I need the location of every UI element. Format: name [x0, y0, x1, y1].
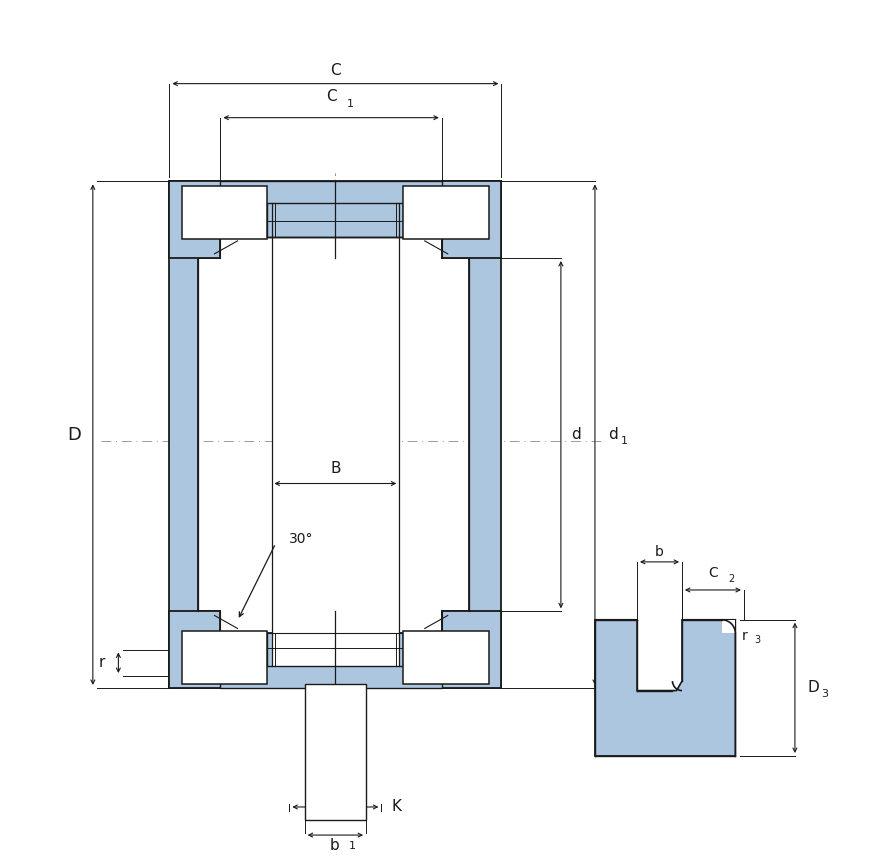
Text: 2: 2	[728, 574, 734, 584]
Text: d: d	[571, 427, 581, 442]
Text: C: C	[708, 566, 717, 580]
Bar	[182, 631, 267, 684]
Text: 1: 1	[621, 436, 628, 446]
Bar	[182, 186, 267, 239]
Text: 3: 3	[822, 689, 829, 699]
Text: 3: 3	[754, 636, 760, 645]
Polygon shape	[170, 181, 501, 258]
Text: C: C	[330, 63, 340, 77]
Polygon shape	[220, 181, 442, 236]
Bar	[722, 619, 735, 633]
Text: b: b	[330, 838, 340, 853]
Text: 30°: 30°	[289, 532, 313, 546]
Polygon shape	[170, 181, 220, 688]
Text: B: B	[330, 460, 340, 476]
Text: b: b	[655, 545, 664, 558]
Text: D: D	[67, 426, 81, 443]
Polygon shape	[220, 633, 442, 688]
Text: r: r	[742, 629, 748, 643]
Text: 1: 1	[346, 99, 354, 109]
Bar	[403, 186, 488, 239]
Text: r: r	[686, 659, 692, 673]
Text: 4: 4	[697, 666, 704, 676]
Polygon shape	[595, 619, 735, 756]
Text: d: d	[608, 427, 618, 442]
Bar	[271, 203, 399, 667]
Text: C: C	[326, 89, 336, 104]
Polygon shape	[170, 612, 501, 688]
Text: r: r	[98, 655, 105, 670]
Text: K: K	[392, 800, 402, 814]
Polygon shape	[442, 181, 501, 688]
Bar	[304, 684, 366, 819]
Text: D: D	[808, 680, 820, 695]
Bar	[403, 631, 488, 684]
Text: 1: 1	[349, 841, 356, 851]
